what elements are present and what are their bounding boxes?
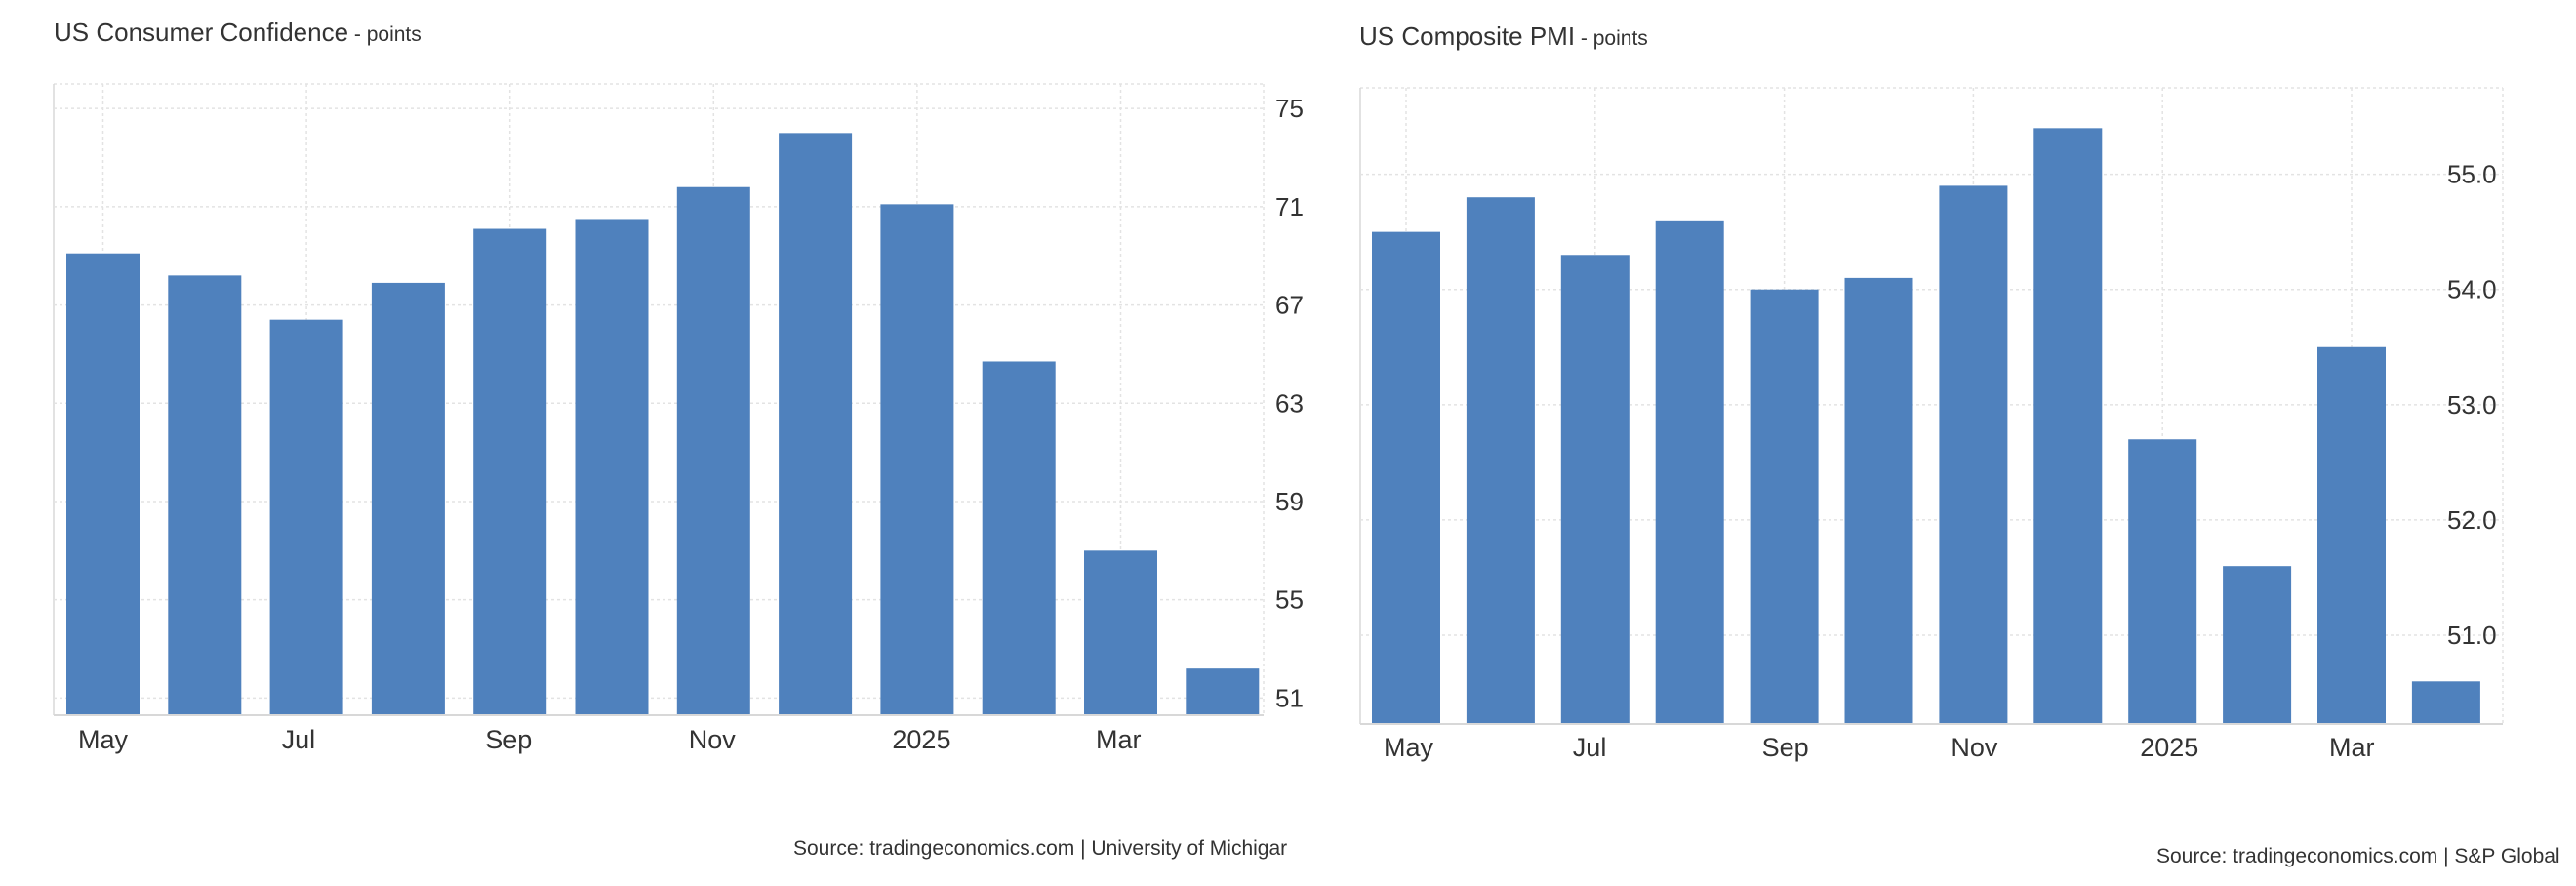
x-axis-tick-label: Jul bbox=[1573, 733, 1607, 762]
x-axis-tick-label: Jul bbox=[282, 725, 316, 754]
composite-pmi-panel: US Composite PMI - points 51.0 52.0 53.0 54… bbox=[1317, 0, 2576, 886]
x-axis-tick-label: May bbox=[78, 725, 129, 754]
bar bbox=[473, 228, 547, 715]
x-axis-tick-label: Mar bbox=[2329, 733, 2375, 762]
bar bbox=[676, 186, 750, 715]
bar bbox=[371, 282, 445, 715]
chart-source: Source: tradingeconomics.com | S&P Globa… bbox=[2156, 845, 2560, 867]
y-axis-tick-label: 55 bbox=[1275, 585, 1304, 615]
chart-title-unit: points bbox=[366, 23, 422, 46]
bar bbox=[66, 253, 140, 715]
x-axis-tick-label: May bbox=[1384, 733, 1434, 762]
consumer-confidence-panel: US Consumer Confidence - points 51 55 59 63… bbox=[53, 18, 1304, 860]
bar bbox=[2411, 681, 2480, 724]
bar bbox=[1372, 231, 1440, 724]
y-axis-tick-label: 75 bbox=[1275, 94, 1304, 123]
bar bbox=[1560, 255, 1630, 724]
bar bbox=[2223, 566, 2292, 724]
x-axis-tick-label: Mar bbox=[1096, 725, 1142, 754]
x-axis-tick-label: Sep bbox=[1762, 733, 1809, 762]
x-axis-tick-label: Nov bbox=[689, 725, 737, 754]
bar bbox=[2128, 439, 2197, 724]
bar bbox=[1186, 668, 1260, 715]
chart-title-unit: points bbox=[1592, 27, 1648, 50]
chart-title-main: US Composite PMI bbox=[1359, 21, 1576, 51]
y-axis-tick-label: 63 bbox=[1275, 388, 1304, 418]
y-axis-tick-label: 51 bbox=[1275, 683, 1304, 712]
consumer-confidence-chart: 51 55 59 63 67 71 75 May Jul Sep Nov 2025 Mar bbox=[53, 83, 1304, 754]
y-axis-tick-label: 71 bbox=[1275, 192, 1304, 222]
x-axis-tick-label: Nov bbox=[1951, 733, 1998, 762]
chart-title: US Composite PMI - points bbox=[1359, 21, 1648, 52]
bar bbox=[1939, 185, 2008, 724]
y-axis-tick-label: 54.0 bbox=[2447, 275, 2497, 304]
bar bbox=[1466, 197, 1535, 724]
bar bbox=[1084, 550, 1157, 715]
bar bbox=[1750, 289, 1819, 724]
chart-title-separator: - bbox=[1575, 27, 1593, 50]
chart-title-separator: - bbox=[348, 23, 367, 46]
bar bbox=[982, 361, 1056, 715]
chart-title-main: US Consumer Confidence bbox=[54, 18, 349, 47]
composite-pmi-chart: 51.0 52.0 53.0 54.0 55.0 May Jul Sep Nov 2025 Mar bbox=[1359, 87, 2504, 762]
bar bbox=[880, 204, 954, 715]
bar bbox=[1655, 220, 1724, 725]
y-axis-tick-label: 55.0 bbox=[2447, 160, 2497, 189]
bar bbox=[269, 319, 343, 715]
y-axis-tick-label: 67 bbox=[1275, 291, 1304, 320]
x-axis-tick-label: Sep bbox=[485, 725, 532, 754]
chart-title: US Consumer Confidence - points bbox=[54, 18, 422, 48]
x-axis-tick-label: 2025 bbox=[2140, 733, 2198, 762]
y-axis-tick-label: 59 bbox=[1275, 487, 1304, 516]
y-axis-tick-label: 51.0 bbox=[2447, 621, 2497, 650]
bar bbox=[2317, 346, 2386, 724]
x-axis-tick-label: 2025 bbox=[892, 725, 950, 754]
bar bbox=[2033, 128, 2103, 724]
bar bbox=[575, 219, 649, 716]
bar bbox=[168, 275, 242, 715]
y-axis-tick-label: 52.0 bbox=[2447, 505, 2497, 535]
bar bbox=[779, 133, 853, 715]
bar bbox=[1844, 277, 1913, 724]
y-axis-tick-label: 53.0 bbox=[2447, 390, 2497, 420]
chart-source: Source: tradingeconomics.com | Universit… bbox=[793, 837, 1288, 860]
